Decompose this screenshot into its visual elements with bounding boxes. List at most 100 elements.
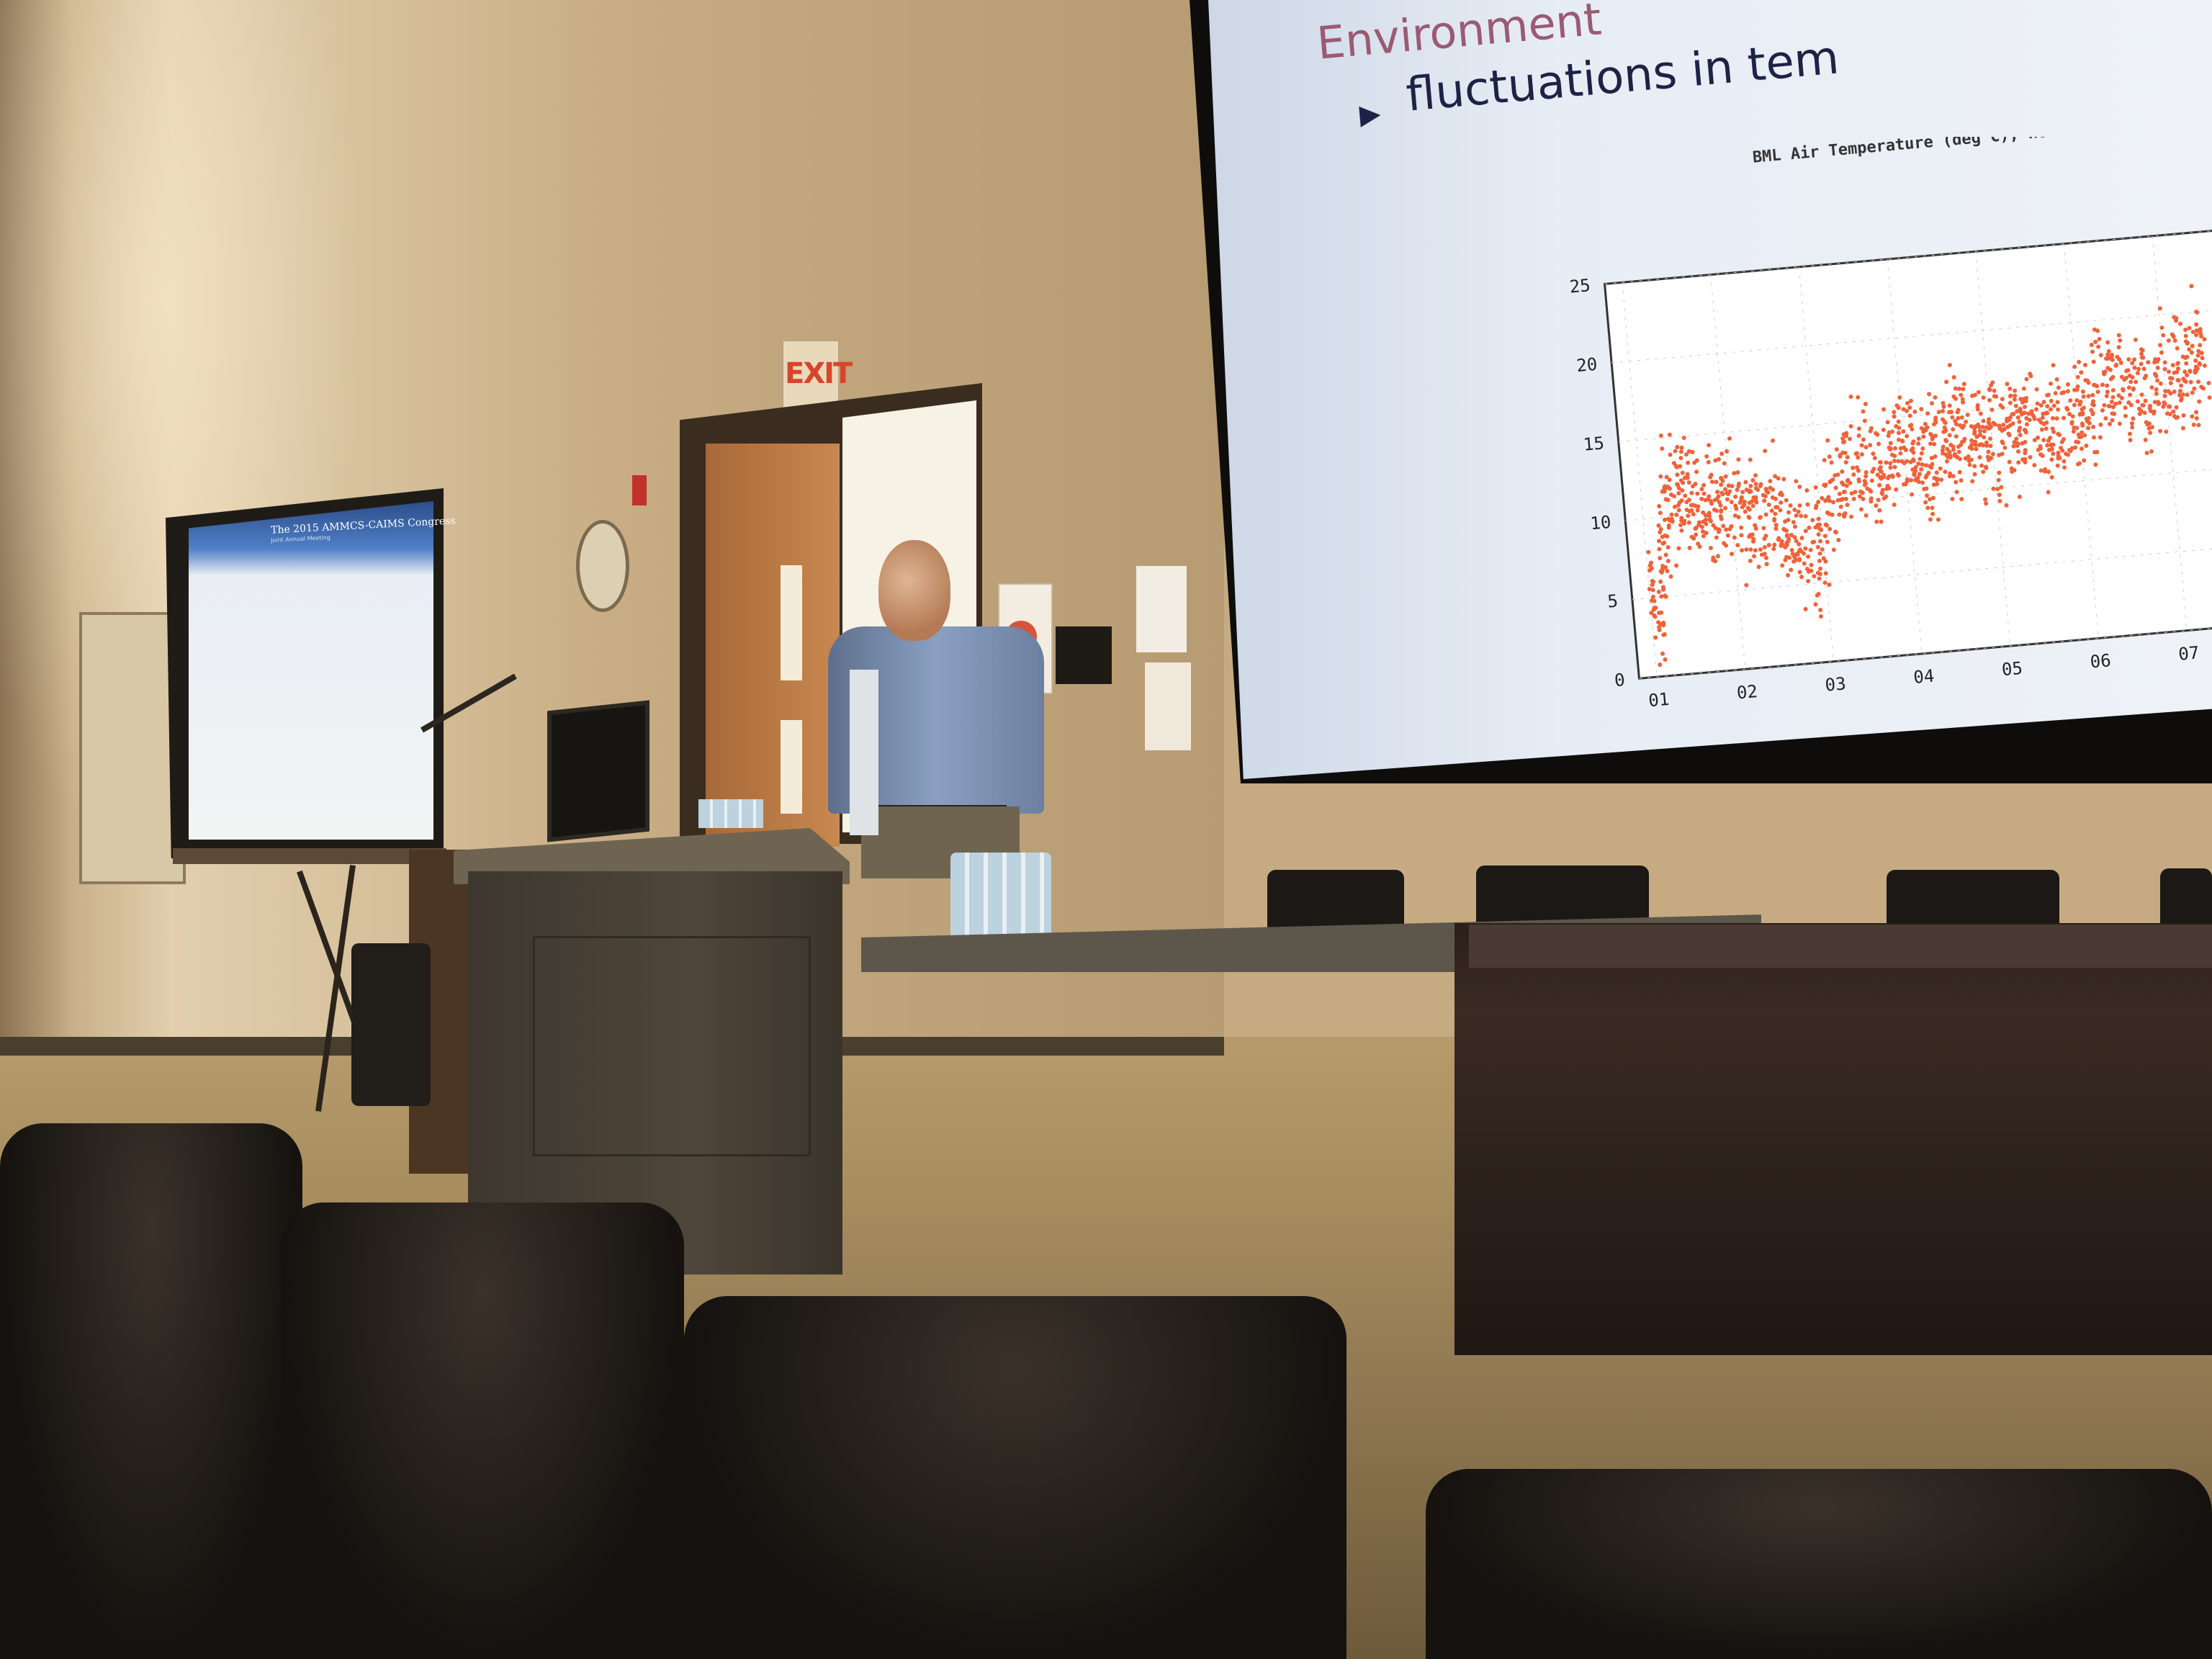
water-bottles xyxy=(698,799,763,828)
data-point xyxy=(1925,505,1930,511)
data-point xyxy=(2032,416,2037,421)
data-point xyxy=(1675,444,1680,449)
data-point xyxy=(1701,491,1707,496)
data-point xyxy=(2062,415,2067,421)
data-point xyxy=(2098,422,2103,427)
data-point xyxy=(1804,488,1809,493)
data-point xyxy=(2040,415,2045,421)
data-point xyxy=(2087,421,2092,426)
data-point xyxy=(1772,517,1777,522)
data-point xyxy=(1700,529,1705,534)
data-point xyxy=(1925,411,1930,416)
data-point xyxy=(1686,460,1691,465)
data-point xyxy=(1960,425,1965,430)
data-point xyxy=(1660,651,1665,656)
data-point xyxy=(2005,416,2010,421)
data-point xyxy=(1689,503,1694,508)
data-point xyxy=(1744,547,1749,552)
data-point xyxy=(2180,426,2185,431)
data-point xyxy=(1815,524,1820,529)
data-point xyxy=(1929,456,1934,461)
data-point xyxy=(2194,410,2199,415)
data-point xyxy=(1978,411,1983,416)
data-point xyxy=(1897,395,1902,400)
data-point xyxy=(1733,503,1738,508)
data-point xyxy=(1652,606,1657,611)
data-point xyxy=(2119,395,2124,400)
data-point xyxy=(1650,598,1655,603)
data-point xyxy=(1991,486,1996,491)
data-point xyxy=(1797,541,1802,547)
wall-notice xyxy=(1145,662,1191,750)
data-point xyxy=(1799,575,1804,580)
data-point xyxy=(1753,486,1758,491)
data-point xyxy=(1823,571,1828,576)
data-point xyxy=(1669,512,1674,517)
data-point xyxy=(1856,468,1861,473)
data-point xyxy=(2188,369,2193,374)
data-point xyxy=(2106,403,2111,408)
data-point xyxy=(1748,558,1753,563)
data-point xyxy=(1941,451,1946,456)
data-point xyxy=(2056,385,2061,390)
data-point xyxy=(1687,508,1692,513)
data-point xyxy=(2012,440,2017,445)
data-point xyxy=(1672,504,1677,509)
data-point xyxy=(2126,357,2131,362)
data-point xyxy=(2105,390,2110,395)
data-point xyxy=(1657,625,1662,630)
data-point xyxy=(2192,386,2197,391)
data-point xyxy=(1874,503,1879,508)
data-point xyxy=(2072,403,2077,408)
data-point xyxy=(2117,400,2122,405)
data-point xyxy=(1872,456,1877,461)
data-point xyxy=(1853,490,1858,495)
data-points xyxy=(1646,284,2212,667)
data-point xyxy=(1831,500,1836,505)
data-point xyxy=(2199,334,2204,339)
data-point xyxy=(2164,411,2170,416)
data-point xyxy=(2073,445,2078,450)
exit-sign-text: EXIT xyxy=(785,357,853,390)
data-point xyxy=(2190,330,2195,335)
data-point xyxy=(1960,439,1965,444)
data-point xyxy=(1817,576,1822,581)
data-point xyxy=(2159,350,2164,355)
data-point xyxy=(1981,469,1986,475)
data-point xyxy=(1825,539,1830,544)
data-point xyxy=(1659,594,1664,599)
data-point xyxy=(1695,491,1700,496)
data-point xyxy=(1649,566,1654,571)
chair xyxy=(1887,870,2059,927)
data-point xyxy=(1668,452,1673,457)
data-point xyxy=(1761,526,1766,531)
data-point xyxy=(2128,379,2134,385)
data-point xyxy=(2086,380,2091,385)
data-point xyxy=(1840,497,1845,502)
data-point xyxy=(1861,437,1866,442)
data-point xyxy=(2175,377,2180,382)
data-point xyxy=(2016,460,2021,465)
data-point xyxy=(1941,408,1946,413)
data-point xyxy=(1650,588,1655,593)
data-point xyxy=(1856,395,1861,400)
data-point xyxy=(1706,459,1711,464)
x-tick-label: 07 xyxy=(2177,642,2200,664)
data-point xyxy=(1953,386,1958,391)
data-point xyxy=(2044,420,2049,425)
data-point xyxy=(2095,390,2100,395)
data-point xyxy=(2070,414,2075,419)
data-point xyxy=(2077,412,2082,417)
data-point xyxy=(2084,416,2089,421)
door[interactable] xyxy=(706,444,840,847)
data-point xyxy=(2184,361,2189,366)
data-point xyxy=(1869,478,1874,483)
data-point xyxy=(1910,427,1915,432)
data-point xyxy=(1822,534,1827,539)
wall-clock xyxy=(576,520,629,612)
data-point xyxy=(1931,422,1936,427)
data-point xyxy=(1746,514,1751,519)
data-point xyxy=(2005,424,2010,429)
data-point xyxy=(2131,416,2136,421)
data-point xyxy=(2045,443,2050,448)
